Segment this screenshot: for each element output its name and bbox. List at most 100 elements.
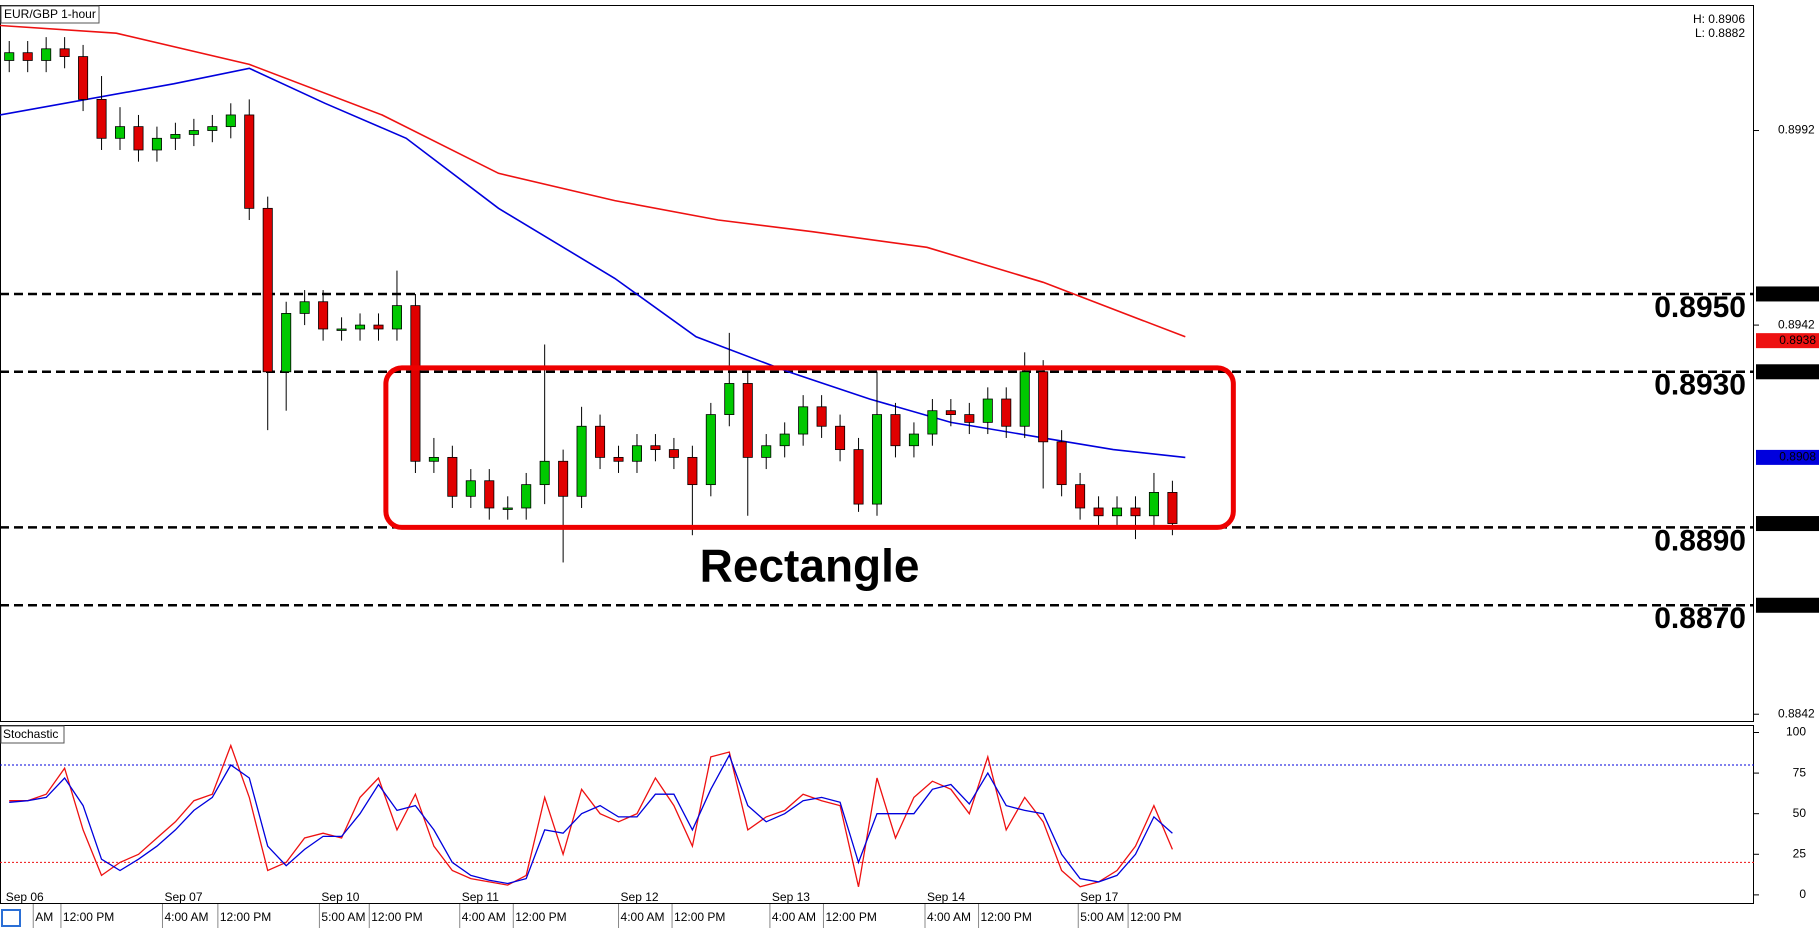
price-pane [0,5,1754,722]
stochastic-y-tick-label: 25 [1793,846,1807,860]
stochastic-title-box [0,725,65,744]
price-tag-label: 0.8930 [1779,364,1816,378]
candle-body [816,406,827,427]
candle-body [1148,492,1159,517]
candle-body [281,313,292,373]
candle-body [373,324,384,330]
moving-average [0,67,1186,459]
time-label: AM [35,910,53,924]
candle-body [170,134,181,139]
date-label: Sep 11 [462,890,499,904]
candle-body [428,456,439,462]
candle-body [299,301,310,314]
candle-body [262,207,273,373]
candle-body [558,460,569,497]
date-label: Sep 14 [927,890,965,904]
candle-body [927,410,938,435]
time-label: 12:00 PM [1130,910,1181,924]
stochastic-y-tick-label: 75 [1793,765,1807,779]
title-box [0,5,100,24]
candle-body [945,410,956,415]
candle-body [4,52,15,61]
candle-body [207,126,218,131]
level-label: 0.8930 [1654,369,1746,402]
candle-body [982,398,993,423]
candle-body [687,456,698,486]
candle-body [724,383,735,415]
candle-body [391,305,402,330]
candle-body [225,114,236,128]
candle-body [631,445,642,462]
time-label: 12:00 PM [674,910,725,924]
candle-body [1019,371,1030,427]
time-label: 5:00 AM [321,910,365,924]
price-tag-label: 0.8950 [1779,286,1816,300]
chart-title: EUR/GBP 1-hour [4,7,96,21]
candle-body [650,445,661,451]
candle-body [151,137,162,151]
price-tag [1756,364,1819,380]
candle-body [96,98,107,139]
date-label: Sep 13 [772,890,810,904]
candle-body [465,480,476,497]
candle-body [835,425,846,451]
y-tick-label: 0.8992 [1778,123,1815,137]
candle-body [355,324,366,330]
date-label: Sep 12 [621,890,659,904]
stochastic-y-tick-label: 50 [1793,806,1807,820]
candle-body [539,460,550,486]
candle-body [41,48,52,61]
candle-body [798,406,809,435]
candle-body [1056,441,1067,486]
candle-body [964,414,975,423]
price-tag-label: 0.8891 [1779,516,1816,530]
menu-icon[interactable] [1,909,21,927]
candle-body [502,507,513,510]
pattern-label: Rectangle [700,540,920,592]
candle-body [410,305,421,462]
time-label: 12:00 PM [220,910,271,924]
time-label: 4:00 AM [927,910,971,924]
level-label: 0.8890 [1654,524,1746,557]
date-label: Sep 17 [1080,890,1118,904]
candle-body [1075,484,1086,509]
stochastic-title: Stochastic [3,727,58,741]
price-tag [1756,286,1819,302]
time-label: 4:00 AM [164,910,208,924]
date-label: Sep 06 [6,890,44,904]
candle-body [1038,371,1049,443]
candle-body [133,126,144,151]
candle-body [742,383,753,458]
candle-body [484,480,495,509]
time-label: 12:00 PM [515,910,566,924]
date-label: Sep 07 [164,890,202,904]
candle-body [871,414,883,505]
candle-body [336,328,347,331]
candle-body [1112,507,1123,517]
time-label: 12:00 PM [371,910,422,924]
plot-layer: 0.8992 0.8942 0.8842 0.8950 0.8930 0.8890 0.88… [0,24,1819,928]
candle-body [22,52,33,61]
price-tag-label: 0.8908 [1779,450,1816,464]
stochastic-line [9,743,1173,888]
price-tag [1756,597,1819,613]
price-tag-label: 0.8870 [1779,597,1816,611]
price-tag [1756,333,1819,349]
y-tick-label: 0.8842 [1778,706,1815,720]
level-label: 0.8870 [1654,602,1746,635]
time-label: 4:00 AM [772,910,816,924]
price-tag-label: 0.8938 [1779,333,1816,347]
price-tag [1756,449,1819,465]
time-label: 12:00 PM [981,910,1032,924]
candle-body [244,114,255,209]
time-label: 12:00 PM [63,910,114,924]
stochastic-y-tick-label: 100 [1786,725,1806,739]
date-label: Sep 10 [321,890,359,904]
candle-body [668,449,679,458]
time-label: 4:00 AM [462,910,506,924]
time-label: 5:00 AM [1080,910,1124,924]
candle-body [779,433,790,447]
candle-body [78,56,89,100]
